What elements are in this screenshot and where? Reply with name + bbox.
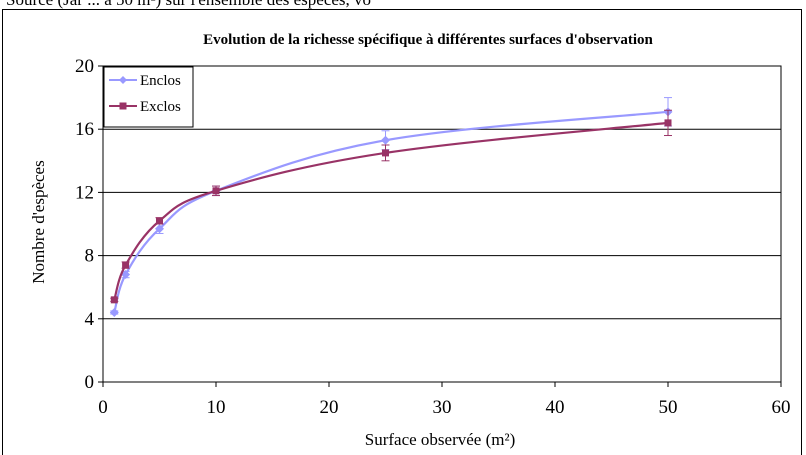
x-tick-label: 20 [320, 397, 339, 418]
y-tick-label: 16 [75, 119, 94, 140]
data-point [664, 119, 672, 127]
x-tick-label: 30 [433, 397, 452, 418]
y-axis-label: Nombre d'espèces [29, 160, 48, 283]
series-layer [109, 97, 673, 317]
y-tick-label: 12 [75, 182, 94, 203]
clipped-caption-text: Source (Jar ... a 50 m²) sur l'ensemble … [0, 0, 806, 11]
y-tick-labels: 0 4 8 12 16 20 [75, 56, 95, 393]
y-tick-label: 4 [85, 309, 95, 330]
data-point [121, 270, 131, 280]
data-point [382, 149, 389, 157]
data-point [122, 261, 130, 269]
chart-title: Evolution de la richesse spécifique à di… [203, 32, 653, 48]
data-point [212, 187, 220, 195]
legend-box [103, 66, 194, 128]
series-exclos [110, 109, 672, 304]
legend-marker [119, 102, 127, 110]
x-tick-label: 50 [659, 397, 678, 418]
plot-area [102, 65, 782, 383]
data-point [156, 217, 163, 225]
legend-marker [119, 76, 127, 84]
y-tick-label: 8 [85, 246, 95, 267]
legend-item-enclos: Enclos [109, 73, 181, 89]
x-tick-label: 0 [98, 397, 108, 418]
x-tick-label: 10 [207, 397, 226, 418]
data-point [155, 224, 164, 234]
legend-label: Exclos [140, 99, 181, 115]
legend: Enclos Exclos [103, 66, 194, 128]
x-tick-label: 40 [546, 397, 565, 418]
legend-item-exclos: Exclos [109, 99, 181, 115]
x-axis-label: Surface observée (m²) [365, 430, 515, 449]
chart-frame [2, 9, 802, 455]
y-tick-label: 0 [85, 372, 95, 393]
data-point [381, 135, 390, 145]
data-point [109, 307, 119, 317]
y-tick-label: 20 [75, 56, 94, 77]
x-tick-label: 60 [772, 397, 791, 418]
x-tick-labels: 0 10 20 30 40 50 60 [98, 397, 790, 418]
data-point [110, 296, 118, 304]
legend-label: Enclos [140, 73, 181, 89]
